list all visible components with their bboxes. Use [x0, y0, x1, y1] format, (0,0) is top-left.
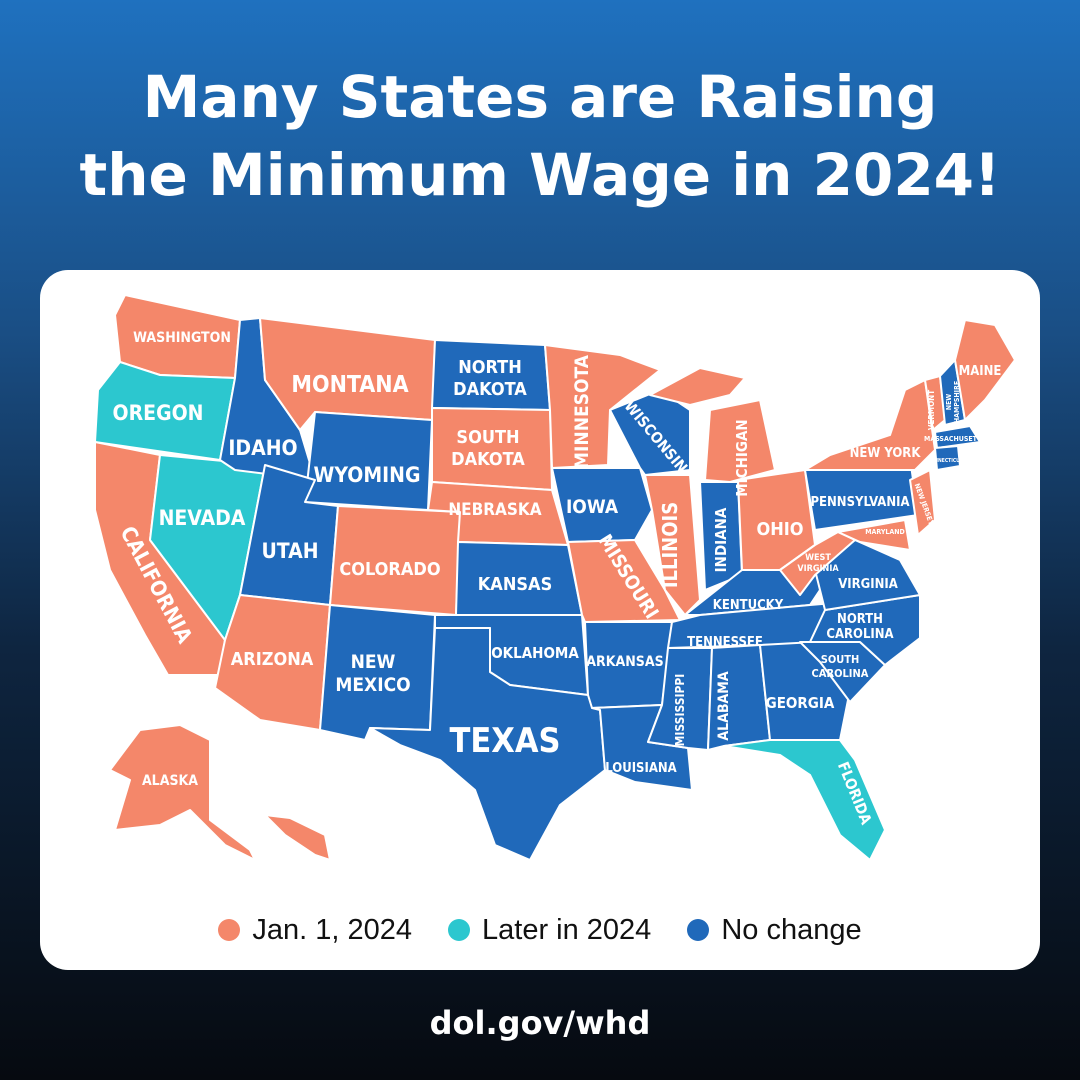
label-montana: MONTANA [291, 372, 408, 398]
label-alabama: ALABAMA [716, 671, 732, 740]
state-texas [369, 627, 606, 861]
us-map: WASHINGTON OREGON CALIFORNIA NEVADA IDAH… [94, 294, 1016, 861]
label-connecticut: CONNECTICUT [927, 458, 964, 464]
label-north-dakota-1: NORTH [458, 357, 522, 378]
label-georgia: GEORGIA [766, 694, 835, 712]
page-title: Many States are Raising the Minimum Wage… [0, 58, 1080, 214]
label-texas: TEXAS [449, 721, 560, 761]
label-west-virginia-1: WEST [805, 553, 831, 563]
label-alaska: ALASKA [142, 773, 198, 789]
label-tennessee: TENNESSEE [687, 635, 763, 650]
legend-item-later: Later in 2024 [448, 914, 651, 947]
state-alaska [109, 724, 256, 861]
label-oregon: OREGON [113, 401, 204, 425]
label-south-dakota-1: SOUTH [456, 427, 519, 448]
label-vermont: VERMONT [927, 390, 936, 430]
map-card: WASHINGTON OREGON CALIFORNIA NEVADA IDAH… [40, 270, 1040, 970]
title-line-2: the Minimum Wage in 2024! [79, 141, 1001, 209]
label-indiana: INDIANA [712, 507, 730, 572]
label-arkansas: ARKANSAS [586, 654, 663, 670]
title-line-1: Many States are Raising [142, 63, 938, 131]
state-new-jersey [909, 469, 936, 536]
label-minnesota: MINNESOTA [571, 354, 593, 469]
state-wyoming [304, 411, 433, 511]
state-hawaii [264, 814, 331, 861]
label-washington: WASHINGTON [133, 330, 231, 346]
label-north-carolina-1: NORTH [837, 612, 883, 627]
label-louisiana: LOUISIANA [605, 761, 676, 776]
label-illinois: ILLINOIS [658, 502, 682, 588]
state-maryland [837, 519, 911, 551]
legend-item-jan: Jan. 1, 2024 [218, 914, 412, 947]
label-west-virginia-2: VIRGINIA [797, 564, 839, 574]
label-oklahoma: OKLAHOMA [491, 644, 579, 662]
label-new-hampshire-1: NEW [945, 394, 953, 411]
label-new-mexico-1: NEW [351, 651, 396, 673]
label-colorado: COLORADO [339, 559, 440, 580]
legend-dot-later [448, 919, 471, 941]
label-utah: UTAH [261, 539, 318, 563]
label-south-carolina-1: SOUTH [821, 653, 860, 666]
state-florida [723, 739, 886, 861]
legend-label-jan: Jan. 1, 2024 [252, 913, 413, 946]
label-new-hampshire-2: HAMPSHIRE [953, 381, 961, 423]
label-iowa: IOWA [566, 496, 619, 518]
legend-item-no-change: No change [687, 913, 862, 947]
state-connecticut [934, 445, 961, 471]
legend-label-no-change: No change [721, 913, 862, 946]
label-arizona: ARIZONA [231, 649, 314, 670]
label-virginia: VIRGINIA [838, 577, 898, 592]
state-massachusetts [934, 425, 981, 449]
label-mississippi: MISSISSIPPI [673, 674, 687, 747]
label-pennsylvania: PENNSYLVANIA [810, 495, 909, 510]
label-north-carolina-2: CAROLINA [826, 627, 893, 642]
state-iowa [551, 467, 653, 543]
label-wyoming: WYOMING [314, 463, 421, 487]
label-nebraska: NEBRASKA [448, 500, 541, 520]
label-kansas: KANSAS [478, 574, 553, 595]
label-south-dakota-2: DAKOTA [451, 449, 525, 470]
label-new-york: NEW YORK [850, 446, 922, 461]
label-new-mexico-2: MEXICO [335, 674, 410, 696]
label-idaho: IDAHO [228, 436, 297, 460]
legend-label-later: Later in 2024 [482, 913, 652, 946]
legend: Jan. 1, 2024 Later in 2024 No change [40, 910, 1040, 950]
state-michigan-upper [649, 367, 746, 406]
label-maryland: MARYLAND [865, 528, 905, 536]
state-minnesota [544, 344, 661, 469]
label-massachusetts: MASSACHUSETTS [924, 435, 986, 443]
legend-dot-jan [218, 919, 241, 941]
label-south-carolina-2: CAROLINA [812, 667, 869, 680]
label-kentucky: KENTUCKY [713, 598, 784, 613]
state-michigan-lower [704, 399, 776, 483]
label-michigan: MICHIGAN [733, 419, 751, 496]
legend-dot-no-change [687, 919, 710, 941]
footer-url[interactable]: dol.gov/whd [429, 1004, 651, 1042]
label-ohio: OHIO [756, 519, 803, 540]
label-maine: MAINE [959, 364, 1002, 379]
label-nevada: NEVADA [159, 506, 246, 530]
state-maine [954, 319, 1016, 421]
label-north-dakota-2: DAKOTA [453, 379, 527, 400]
